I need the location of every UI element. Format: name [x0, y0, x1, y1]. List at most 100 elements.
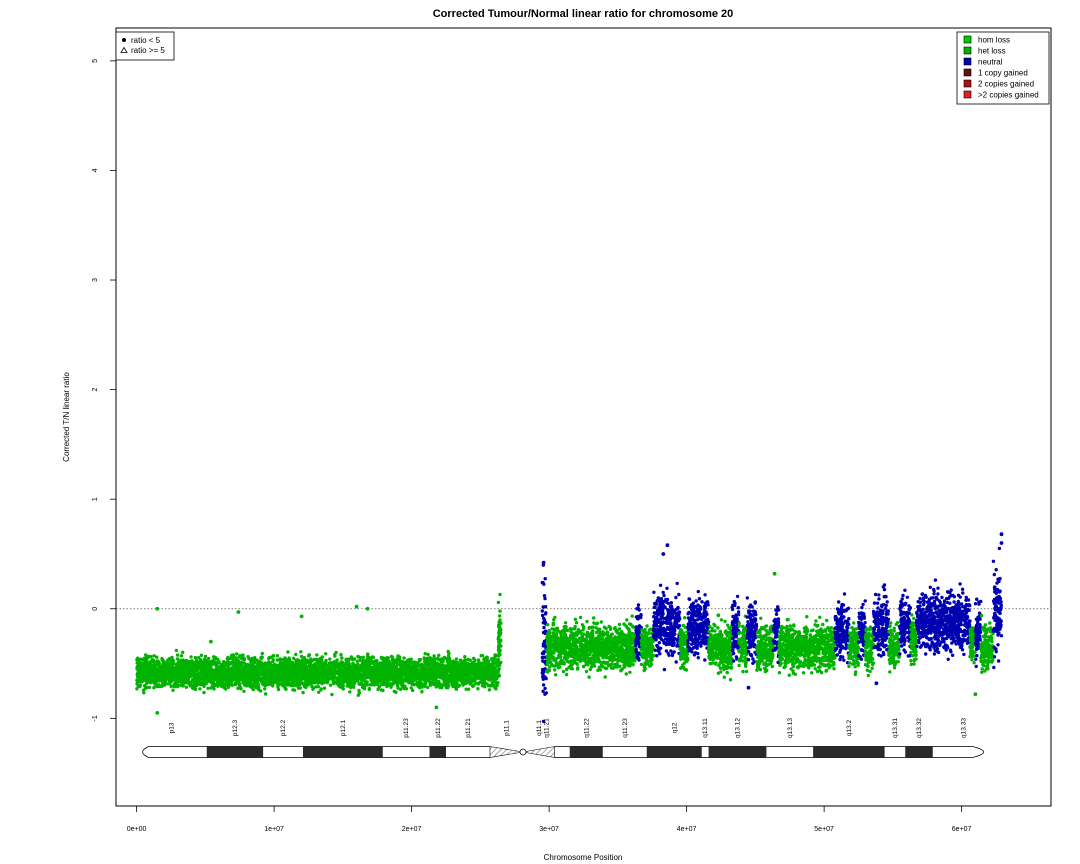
data-point: [543, 605, 548, 609]
data-point: [183, 664, 188, 668]
data-point: [292, 656, 296, 660]
data-point: [136, 674, 140, 678]
data-point: [308, 665, 312, 669]
data-point: [372, 680, 376, 684]
data-point: [315, 653, 319, 657]
data-point: [597, 657, 601, 661]
data-point: [409, 678, 413, 682]
data-point: [486, 665, 490, 669]
data-point: [473, 658, 477, 662]
data-point: [492, 677, 497, 682]
data-point: [155, 659, 160, 663]
data-point: [324, 652, 328, 656]
data-point: [340, 684, 344, 688]
data-point: [157, 663, 161, 667]
data-point: [273, 662, 277, 666]
data-point: [316, 667, 320, 672]
data-point: [406, 670, 410, 674]
data-point: [362, 672, 366, 676]
data-point: [248, 665, 253, 670]
data-point: [247, 669, 251, 673]
data-point: [471, 684, 475, 688]
data-point: [142, 663, 146, 667]
data-point: [224, 682, 228, 686]
data-point: [169, 679, 174, 684]
data-point: [617, 622, 622, 627]
data-point: [169, 675, 174, 679]
data-point: [223, 670, 227, 674]
data-point: [145, 656, 149, 660]
data-point: [542, 616, 546, 621]
data-point: [476, 658, 481, 662]
data-point: [237, 683, 242, 687]
data-point: [352, 657, 357, 661]
data-point: [293, 662, 298, 667]
data-point: [135, 666, 139, 670]
data-point: [241, 665, 245, 670]
data-point: [543, 577, 547, 581]
data-point: [334, 665, 338, 669]
data-point: [151, 677, 155, 681]
data-point: [490, 658, 495, 662]
data-point: [553, 615, 557, 620]
data-point: [553, 668, 557, 672]
data-point: [326, 666, 330, 670]
data-point: [151, 659, 156, 664]
data-point: [146, 675, 150, 679]
data-point: [422, 675, 426, 679]
data-point: [581, 664, 586, 669]
data-point: [450, 664, 454, 669]
data-point: [592, 616, 596, 620]
data-point: [330, 692, 334, 697]
data-point: [193, 661, 197, 665]
data-point: [301, 690, 305, 695]
data-point: [197, 656, 201, 660]
data-point: [430, 676, 435, 681]
data-point: [177, 673, 181, 677]
data-point: [326, 673, 330, 677]
data-point: [142, 691, 146, 695]
data-point: [324, 679, 328, 683]
data-point: [389, 654, 394, 659]
data-point: [496, 668, 501, 672]
data-point: [488, 662, 492, 667]
data-point: [162, 670, 167, 675]
data-point: [277, 677, 281, 681]
data-point: [155, 671, 160, 675]
data-point: [282, 679, 286, 684]
data-point: [276, 687, 281, 692]
data-point: [169, 671, 173, 675]
data-point: [253, 666, 258, 670]
data-point: [352, 681, 357, 685]
data-point: [193, 687, 198, 692]
data-point: [239, 662, 243, 667]
data-point: [445, 658, 450, 663]
data-point: [389, 665, 393, 669]
data-point: [157, 683, 161, 687]
data-point: [303, 664, 307, 668]
data-point: [361, 655, 365, 659]
data-point: [465, 669, 469, 674]
data-point: [585, 619, 589, 624]
data-point: [462, 672, 466, 676]
data-point: [254, 675, 258, 679]
data-point: [383, 669, 387, 673]
data-point: [542, 582, 546, 586]
data-point: [135, 687, 139, 691]
data-point: [316, 685, 320, 689]
data-point: [265, 678, 269, 682]
data-point: [280, 683, 285, 687]
data-point: [542, 625, 546, 630]
data-point: [431, 657, 435, 661]
data-point: [242, 661, 246, 665]
data-point: [405, 661, 410, 665]
data-point: [464, 681, 469, 685]
data-point: [152, 686, 156, 690]
data-point: [444, 681, 448, 686]
data-point: [279, 658, 283, 662]
data-point: [476, 664, 480, 668]
data-point: [543, 692, 547, 696]
data-point: [309, 673, 314, 678]
data-point: [202, 690, 206, 695]
data-point: [268, 676, 272, 680]
